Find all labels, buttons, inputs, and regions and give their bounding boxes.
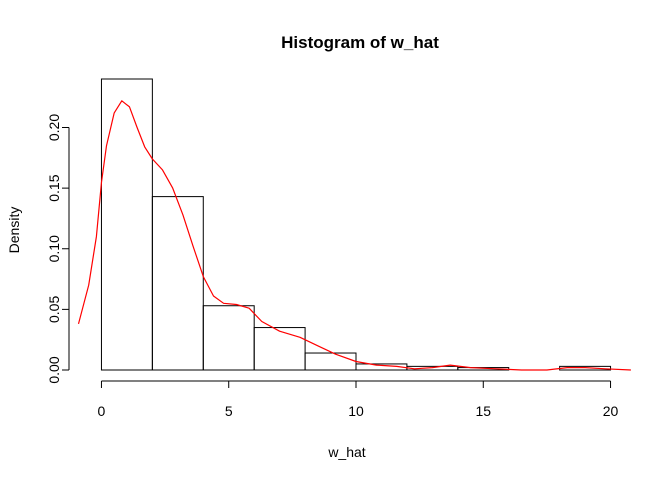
histogram-bar-1	[151, 196, 204, 371]
y-tick-label: 0.10	[46, 235, 62, 262]
histogram-bar-2	[202, 305, 255, 371]
y-tick-label: 0.05	[46, 296, 62, 323]
histogram-bar-0	[100, 78, 153, 371]
x-tick-label: 0	[98, 403, 106, 419]
histogram-bar-4	[304, 352, 357, 371]
density-curve	[77, 100, 631, 371]
x-tick-label: 15	[475, 403, 491, 419]
y-tick-label: 0.15	[46, 174, 62, 201]
x-axis: 0 5 10 15 20	[98, 380, 619, 419]
x-tick-label: 10	[348, 403, 364, 419]
density-curve-group	[77, 100, 631, 371]
y-axis: 0.00 0.05 0.10 0.15 0.20	[46, 114, 70, 384]
x-tick-label: 20	[603, 403, 619, 419]
histogram-bar-7	[457, 367, 510, 371]
y-tick-label: 0.20	[46, 114, 62, 141]
x-axis-label: w_hat	[327, 444, 365, 460]
histogram-bar-3	[253, 327, 306, 371]
histogram-bars	[100, 78, 612, 371]
x-tick-label: 5	[225, 403, 233, 419]
y-axis-label: Density	[6, 207, 22, 254]
chart-title: Histogram of w_hat	[281, 33, 439, 52]
y-tick-label: 0.00	[46, 356, 62, 383]
